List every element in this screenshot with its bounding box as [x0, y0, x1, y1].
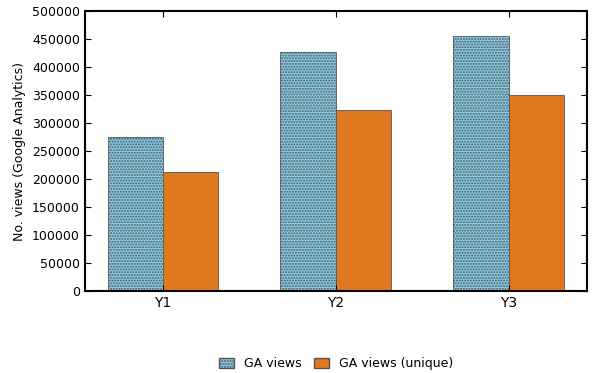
Bar — [108, 137, 163, 291]
Bar — [163, 172, 218, 291]
Bar — [453, 37, 509, 291]
Bar — [281, 52, 336, 291]
Legend: GA views, GA views (unique): GA views, GA views (unique) — [215, 354, 457, 373]
Bar — [336, 110, 391, 291]
Y-axis label: No. views (Google Analytics): No. views (Google Analytics) — [13, 62, 26, 241]
Bar — [509, 95, 564, 291]
